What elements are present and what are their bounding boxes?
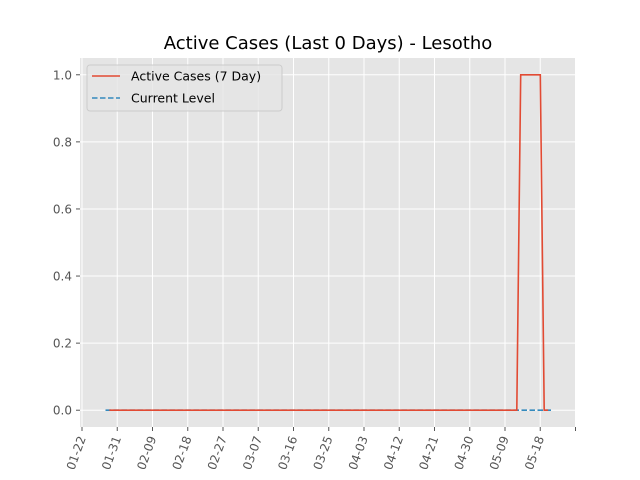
x-tick-label: 05-18 [522, 434, 547, 472]
x-tick-label: 05-09 [487, 434, 512, 472]
y-tick-label: 0.8 [53, 135, 72, 149]
x-tick-label: 02-09 [134, 434, 159, 472]
x-tick-label: 04-21 [416, 434, 441, 472]
x-tick-label: 03-07 [240, 434, 265, 472]
x-tick-label: 01-31 [99, 434, 124, 472]
x-axis: 01-22 01-31 02-09 02-18 02-27 03-07 03-16 03-25… [64, 427, 576, 472]
x-tick-label: 04-03 [346, 434, 371, 472]
y-tick-label: 1.0 [53, 68, 72, 82]
x-tick-label: 04-12 [381, 434, 406, 472]
x-tick-label: 04-30 [451, 434, 476, 472]
series-lines [105, 74, 552, 412]
x-tick-label: 03-25 [310, 434, 335, 472]
chart-title: Active Cases (Last 0 Days) - Lesotho [164, 33, 493, 54]
legend-label-current-level: Current Level [131, 91, 215, 106]
x-tick-label: 03-16 [275, 434, 300, 472]
plot-background [80, 58, 576, 427]
x-tick-label: 02-27 [205, 434, 230, 472]
x-tick-label: 01-22 [64, 434, 89, 472]
y-tick-label: 0.0 [53, 404, 72, 418]
y-tick-label: 0.2 [53, 337, 72, 351]
legend-box [86, 64, 283, 112]
y-tick-label: 0.6 [53, 202, 72, 216]
y-tick-label: 0.4 [53, 270, 72, 284]
grid-lines [80, 58, 576, 427]
legend: Active Cases (7 Day) Current Level [86, 64, 283, 112]
series-line-0 [109, 74, 549, 412]
y-axis: 0.0 0.2 0.4 0.6 0.8 1.0 [53, 68, 80, 418]
x-tick-label: 02-18 [169, 434, 194, 472]
legend-label-active-cases: Active Cases (7 Day) [131, 69, 261, 84]
